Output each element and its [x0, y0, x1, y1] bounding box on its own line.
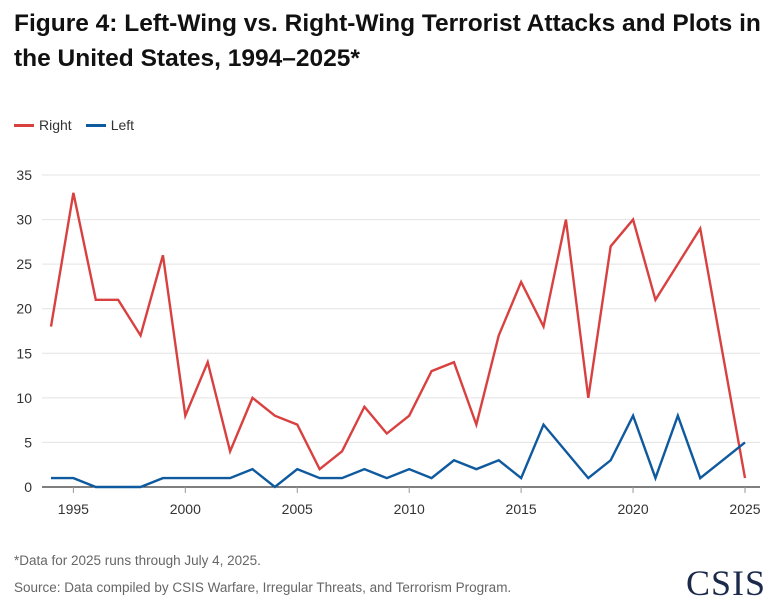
legend-item-left: Left — [85, 117, 134, 133]
y-tick-label: 20 — [16, 301, 32, 317]
x-tick-label: 1995 — [58, 501, 89, 517]
legend: Right Left — [14, 117, 134, 133]
x-tick-label: 2005 — [282, 501, 313, 517]
series-line-right — [49, 192, 747, 479]
source-note: Source: Data compiled by CSIS Warfare, I… — [14, 580, 512, 595]
y-tick-label: 5 — [24, 434, 32, 450]
x-tick-label: 2000 — [170, 501, 201, 517]
legend-item-right: Right — [14, 117, 72, 133]
y-tick-label: 15 — [16, 345, 32, 361]
series-line-left — [51, 412, 746, 489]
x-tick-label: 2020 — [617, 501, 648, 517]
legend-swatch-right — [14, 123, 34, 127]
chart-title: Figure 4: Left-Wing vs. Right-Wing Terro… — [14, 10, 761, 72]
x-tick-label: 2010 — [394, 501, 425, 517]
x-tick-label: 2015 — [506, 501, 537, 517]
csis-logo: CSIS — [685, 563, 766, 603]
legend-swatch-left — [85, 123, 106, 127]
y-tick-label: 35 — [16, 167, 32, 183]
x-tick-label: 2025 — [729, 501, 760, 517]
y-tick-label: 25 — [16, 256, 32, 272]
footnote: *Data for 2025 runs through July 4, 2025… — [14, 553, 261, 568]
y-tick-label: 10 — [16, 390, 32, 406]
y-tick-label: 30 — [16, 212, 32, 228]
y-tick-label: 0 — [24, 479, 32, 495]
